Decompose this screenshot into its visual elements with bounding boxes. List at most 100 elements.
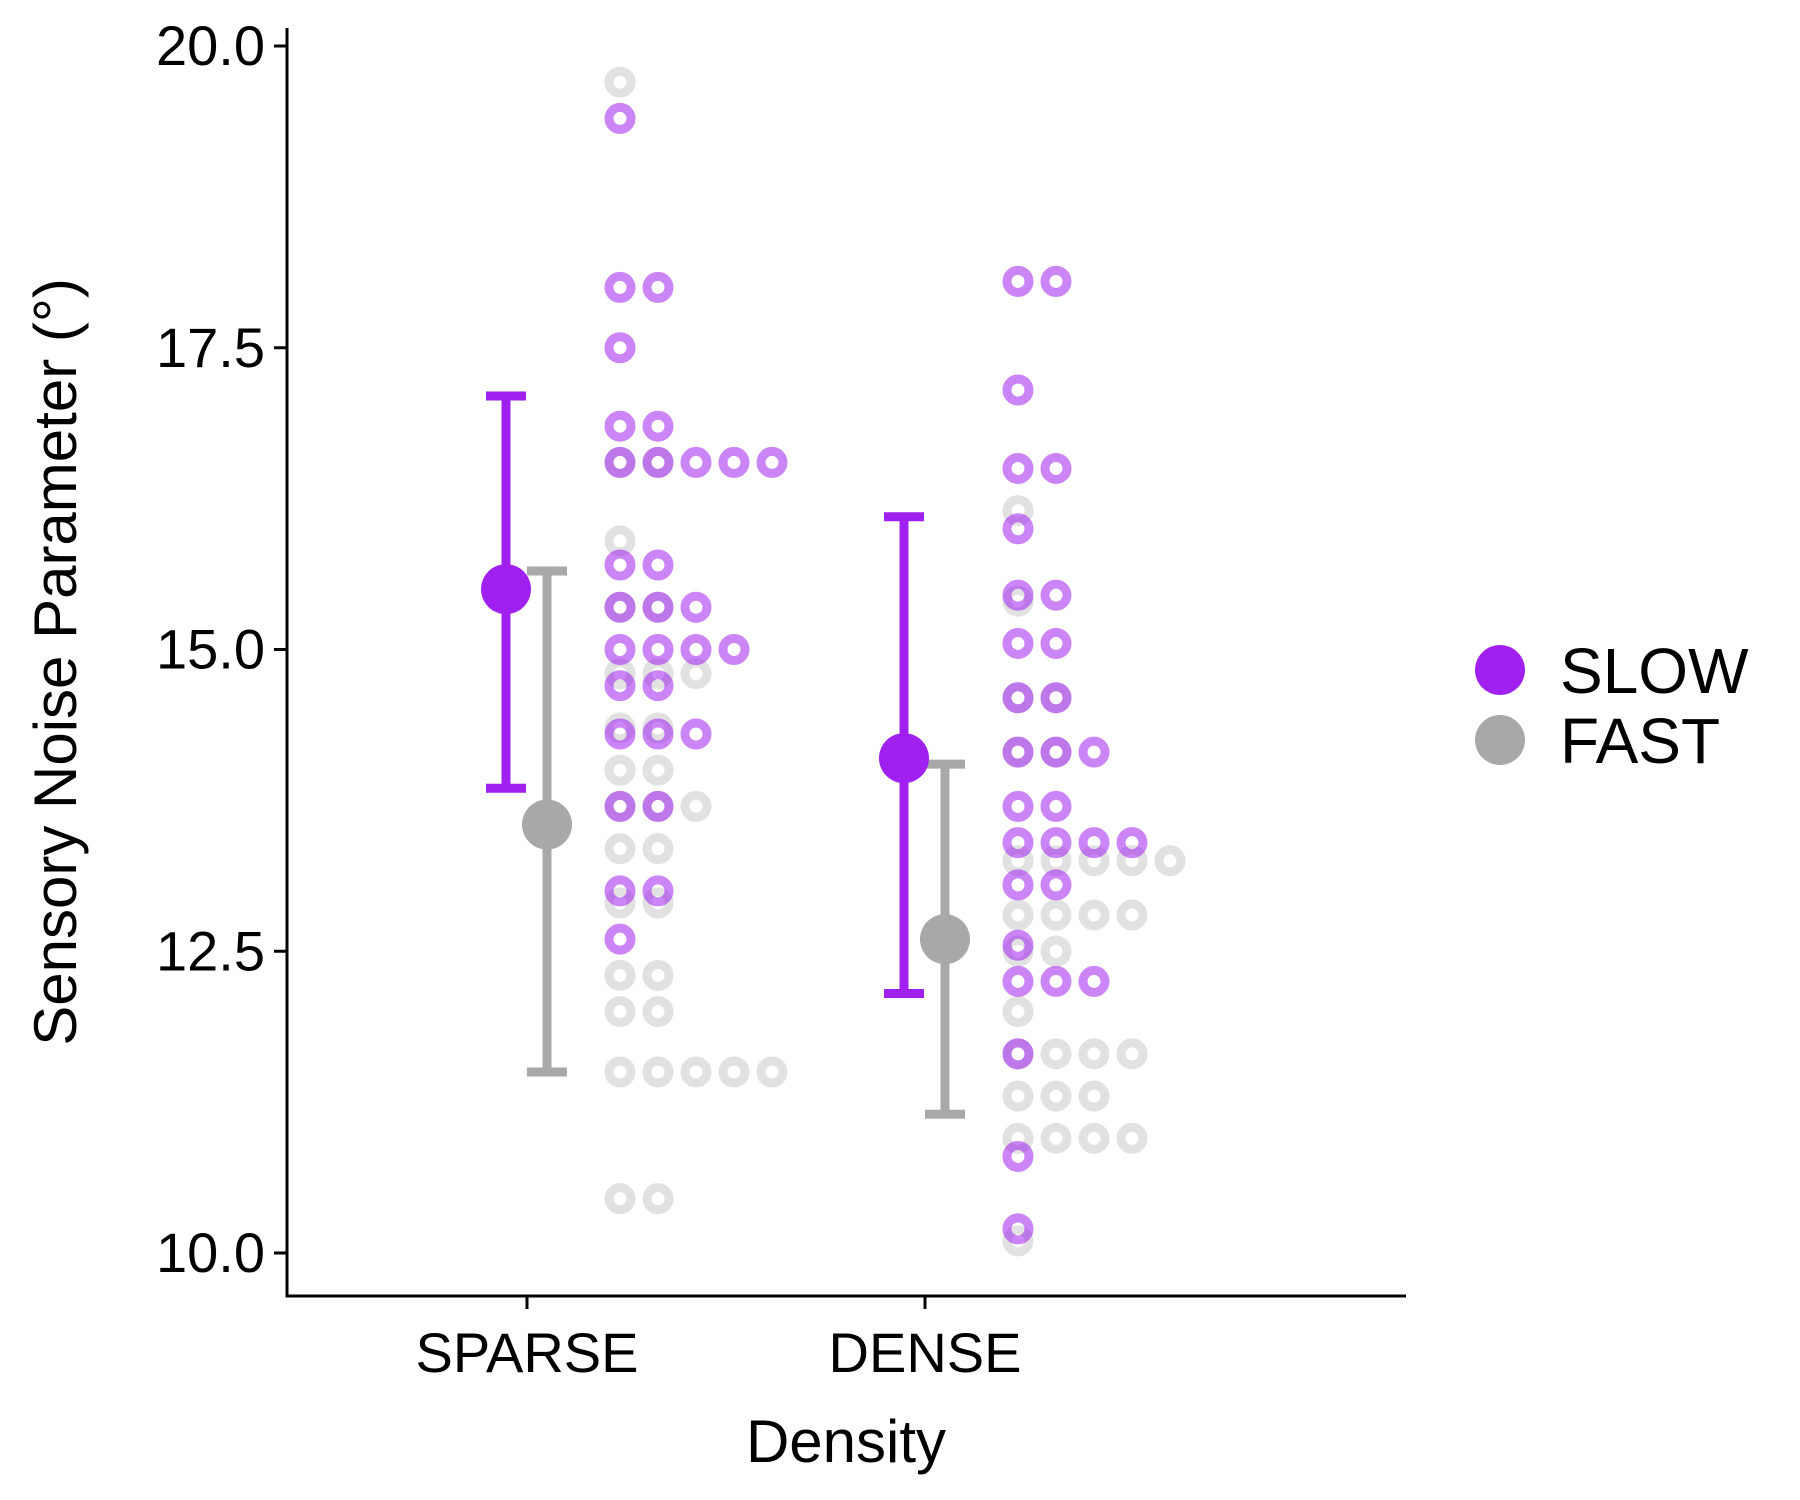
data-point (756, 1056, 788, 1088)
y-tick-label: 12.5 (156, 919, 265, 982)
summary-marks (481, 391, 970, 1119)
data-point (642, 718, 674, 750)
x-tick-label: DENSE (829, 1321, 1022, 1384)
legend-key (1475, 715, 1525, 765)
data-point (604, 66, 636, 98)
dot-group-fast-dense (1002, 495, 1186, 1257)
legend-key (1475, 645, 1525, 695)
data-point (1078, 827, 1110, 859)
data-point (1040, 827, 1072, 859)
data-point (604, 923, 636, 955)
data-point (1040, 579, 1072, 611)
data-point (1002, 452, 1034, 484)
legend-item-slow: SLOW (1475, 635, 1749, 707)
data-point (642, 1056, 674, 1088)
data-point (1040, 1080, 1072, 1112)
data-point (1002, 374, 1034, 406)
data-point (1040, 790, 1072, 822)
data-point (642, 996, 674, 1028)
error-bar-fast-sparse (522, 566, 572, 1077)
data-point (604, 591, 636, 623)
data-point (642, 446, 674, 478)
data-point (642, 271, 674, 303)
y-tick-label: 15.0 (156, 618, 265, 681)
data-point (680, 634, 712, 665)
data-point (1002, 265, 1034, 297)
data-point (1002, 965, 1034, 997)
x-axis-title: Density (746, 1408, 946, 1475)
data-point (642, 591, 674, 623)
data-point (642, 754, 674, 786)
y-tick-label: 20.0 (156, 14, 265, 77)
data-point (604, 959, 636, 991)
data-point (1002, 996, 1034, 1028)
data-point (604, 887, 636, 919)
data-point (604, 1056, 636, 1088)
data-point (604, 634, 636, 665)
data-point (1154, 845, 1186, 877)
data-point (680, 1056, 712, 1088)
data-point (604, 525, 636, 557)
data-point (642, 1183, 674, 1215)
data-point (1078, 1038, 1110, 1070)
data-point (642, 887, 674, 919)
y-tick-label: 10.0 (156, 1221, 265, 1284)
data-point (1040, 736, 1072, 768)
data-point (1002, 736, 1034, 768)
data-point (604, 1183, 636, 1215)
data-point (604, 670, 636, 702)
data-point (1078, 899, 1110, 931)
data-point (642, 410, 674, 442)
data-point (604, 833, 636, 865)
data-point (604, 790, 636, 822)
data-point (1002, 1140, 1034, 1172)
data-point (1040, 935, 1072, 967)
mean-point (481, 564, 531, 615)
y-axis-ticks: 10.0 12.5 15.0 17.5 20.0 (156, 14, 287, 1284)
data-point (1002, 1080, 1034, 1112)
data-point (680, 446, 712, 478)
data-point (1040, 452, 1072, 484)
data-point (642, 634, 674, 665)
data-point (1002, 627, 1034, 659)
data-point (1078, 1080, 1110, 1112)
y-tick-label: 17.5 (156, 316, 265, 379)
data-point (1116, 899, 1148, 931)
legend-label: FAST (1560, 705, 1720, 777)
data-point (1002, 1225, 1034, 1257)
data-point (1040, 965, 1072, 997)
data-point (1116, 1122, 1148, 1154)
mean-point (920, 914, 970, 965)
data-point (1116, 827, 1148, 859)
data-point (604, 718, 636, 750)
data-point (604, 549, 636, 581)
data-point (1078, 965, 1110, 997)
data-point (1040, 682, 1072, 714)
data-point (1040, 1038, 1072, 1070)
data-point (1002, 827, 1034, 859)
data-point (604, 446, 636, 478)
data-point (718, 446, 750, 478)
data-point (1002, 513, 1034, 545)
data-point (680, 718, 712, 750)
error-bar-slow-sparse (481, 391, 531, 793)
data-point (1002, 682, 1034, 714)
data-point (1078, 736, 1110, 768)
data-point (680, 591, 712, 623)
data-point (1040, 627, 1072, 659)
data-point (1078, 1122, 1110, 1154)
data-point (604, 332, 636, 364)
error-bar-fast-dense (920, 759, 970, 1119)
data-point (1040, 899, 1072, 931)
mean-point (522, 799, 572, 850)
data-point (680, 790, 712, 822)
data-point (604, 875, 636, 907)
data-point (604, 102, 636, 134)
data-point (642, 959, 674, 991)
plot-area (481, 66, 1186, 1257)
data-point (1002, 1213, 1034, 1245)
data-point (604, 754, 636, 786)
data-point (1116, 1038, 1148, 1070)
mean-point (879, 733, 929, 784)
